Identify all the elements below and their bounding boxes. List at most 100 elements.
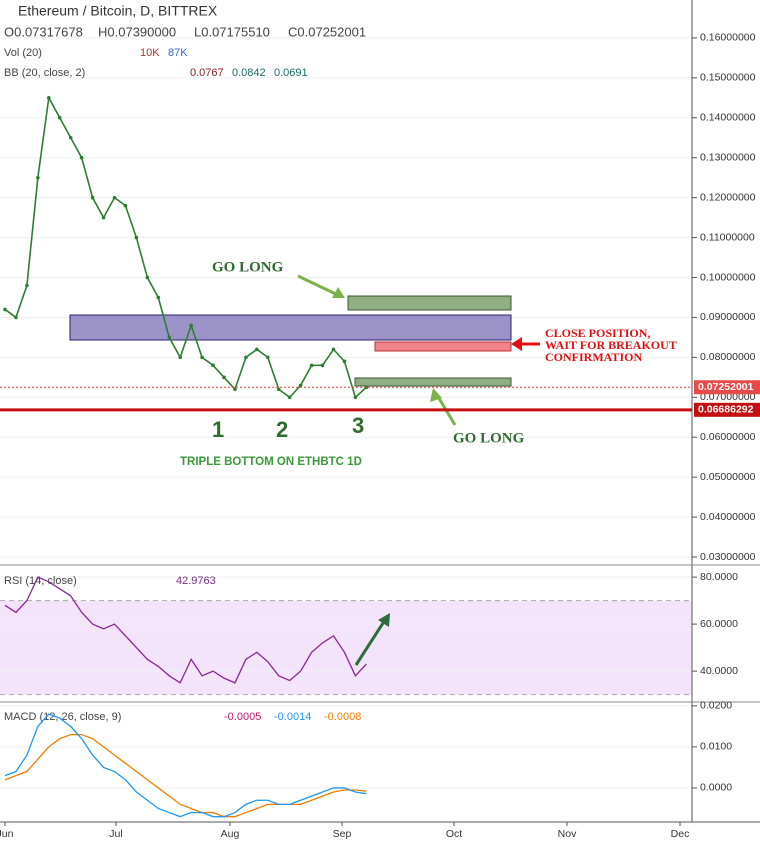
- signal-value: -0.0008: [324, 711, 361, 723]
- close-position-label: WAIT FOR BREAKOUT: [545, 338, 677, 352]
- bb-lower: 0.0691: [274, 67, 308, 79]
- support-tag: [694, 402, 760, 417]
- vol-ma: 87K: [168, 47, 188, 59]
- x-tick-label: Dec: [671, 828, 690, 840]
- arrow-head: [378, 613, 390, 627]
- close-point: [14, 315, 18, 320]
- y-tick-label: 0.0000: [700, 782, 732, 794]
- close-position-label: CONFIRMATION: [545, 350, 642, 364]
- caption: TRIPLE BOTTOM ON ETHBTC 1D: [180, 456, 362, 468]
- y-tick-label: 0.14000000: [700, 112, 756, 124]
- ohlc-high: H0.07390000: [98, 24, 176, 39]
- x-tick-label: Oct: [446, 828, 462, 840]
- bb-upper: 0.0842: [232, 67, 266, 79]
- close-point: [123, 203, 128, 208]
- y-tick-label: 0.0100: [700, 741, 732, 753]
- rsi-legend: RSI (14, close): [4, 575, 77, 587]
- rsi-band: [0, 600, 692, 695]
- close-position-label: CLOSE POSITION,: [545, 326, 650, 340]
- y-tick-label: 0.05000000: [700, 471, 756, 483]
- close-point: [287, 395, 292, 400]
- y-tick-label: 0.09000000: [700, 311, 756, 323]
- close-point: [342, 359, 347, 364]
- close-point: [25, 283, 29, 288]
- series-line: [4, 95, 367, 399]
- close-point: [145, 275, 150, 280]
- close-point: [222, 375, 226, 380]
- ohlc-open: O0.07317678: [4, 24, 83, 39]
- y-tick-label: 0.0200: [700, 700, 732, 712]
- close-point: [167, 335, 172, 340]
- y-tick-label: 0.10000000: [700, 271, 756, 283]
- last-price-label: 0.07252001: [698, 381, 754, 393]
- macd-legend: MACD (12, 26, close, 9): [4, 711, 121, 723]
- close-point: [320, 363, 325, 368]
- close-point: [255, 347, 259, 352]
- y-tick-label: 0.13000000: [700, 152, 756, 164]
- series-line: [4, 733, 367, 818]
- y-tick-label: 80.0000: [700, 571, 738, 583]
- series-line: [4, 576, 367, 684]
- arrow-head: [511, 337, 522, 351]
- close-point: [90, 195, 95, 200]
- close-point: [298, 383, 303, 388]
- close-point: [3, 307, 7, 312]
- symbol-title: Ethereum / Bitcoin, D, BITTREX: [18, 3, 218, 19]
- close-point: [112, 195, 117, 200]
- x-tick-label: Nov: [558, 828, 577, 840]
- bb-legend: BB (20, close, 2): [4, 67, 85, 79]
- close-point: [134, 235, 139, 240]
- macd-hist-value: -0.0005: [224, 711, 261, 723]
- last-price-tag: [694, 380, 760, 395]
- ohlc-low: L0.07175510: [194, 24, 270, 39]
- y-tick-label: 0.11000000: [700, 231, 755, 243]
- close-point: [178, 355, 182, 360]
- target-box: [347, 295, 512, 311]
- x-tick-label: Jul: [109, 828, 122, 840]
- support-label: 0.06686292: [698, 404, 754, 416]
- bb-basis: 0.0767: [190, 67, 224, 79]
- y-tick-label: 60.0000: [700, 618, 738, 630]
- close-point: [68, 135, 73, 140]
- close-point: [156, 295, 161, 300]
- ohlc-close: C0.07252001: [288, 24, 366, 39]
- macd-value: -0.0014: [274, 711, 311, 723]
- close-point: [309, 363, 314, 368]
- rsi-value: 42.9763: [176, 575, 216, 587]
- close-point: [233, 387, 237, 392]
- arrow: [297, 274, 341, 298]
- y-tick-label: 0.16000000: [700, 32, 756, 44]
- close-point: [79, 155, 84, 160]
- close-point: [353, 395, 358, 400]
- close-point: [189, 323, 193, 328]
- vol-legend: Vol (20): [4, 47, 42, 59]
- close-point: [276, 387, 281, 392]
- x-tick-label: Jun: [0, 828, 14, 840]
- y-tick-label: 0.06000000: [700, 431, 756, 443]
- y-tick-label: 0.03000000: [700, 551, 756, 563]
- close-box: [374, 341, 512, 352]
- arrow: [354, 619, 387, 666]
- y-tick-label: 0.04000000: [700, 511, 756, 523]
- bottom-number: 1: [212, 417, 224, 442]
- close-point: [200, 355, 204, 360]
- close-point: [47, 96, 51, 100]
- x-tick-label: Sep: [333, 828, 352, 840]
- close-point: [101, 215, 106, 220]
- close-point: [36, 175, 40, 180]
- y-tick-label: 0.08000000: [700, 351, 756, 363]
- bottom-number: 2: [276, 417, 288, 442]
- close-point: [57, 115, 62, 120]
- arrow-head: [332, 287, 345, 298]
- arrow-head: [430, 388, 442, 402]
- close-point: [331, 347, 336, 352]
- resistance-zone: [69, 314, 512, 341]
- close-point: [244, 355, 248, 360]
- bottom-number: 3: [352, 413, 364, 438]
- close-point: [266, 355, 270, 360]
- y-tick-label: 0.12000000: [700, 191, 756, 203]
- close-point: [364, 385, 369, 390]
- y-tick-label: 40.0000: [700, 665, 738, 677]
